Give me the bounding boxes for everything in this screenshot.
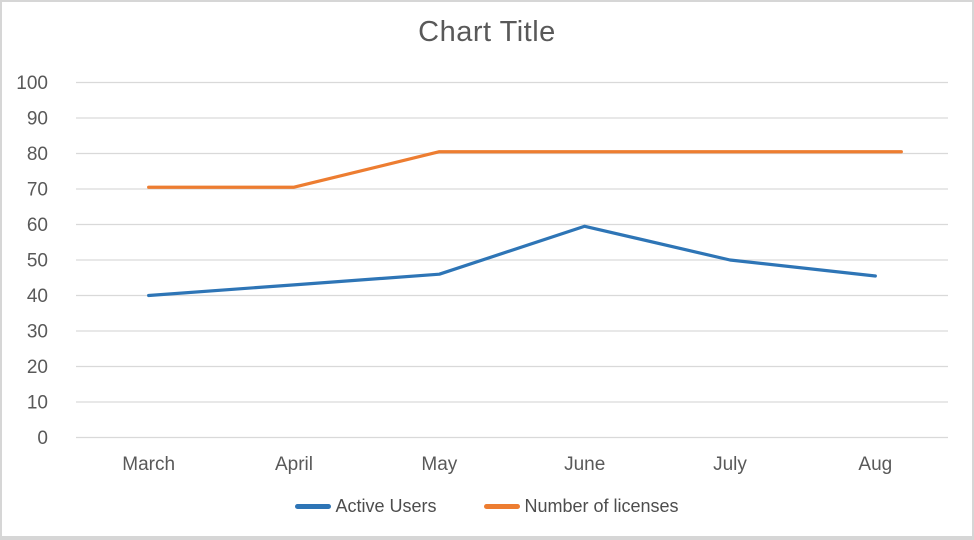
- y-tick-label: 100: [16, 73, 48, 94]
- legend: Active Users Number of licenses: [2, 496, 972, 517]
- y-tick-label: 30: [27, 322, 48, 343]
- y-tick-label: 20: [27, 357, 48, 378]
- y-tick-label: 0: [37, 428, 48, 449]
- legend-label: Active Users: [335, 496, 437, 516]
- y-tick-label: 70: [27, 180, 48, 201]
- x-category-label: April: [275, 454, 313, 475]
- x-category-label: June: [564, 454, 605, 475]
- y-tick-label: 80: [27, 144, 48, 165]
- legend-swatch-active-users: [295, 504, 332, 509]
- x-category-label: May: [421, 454, 457, 475]
- x-category-label: Aug: [858, 454, 892, 475]
- series-line-active-users: [147, 224, 877, 298]
- legend-item-number-of-licenses: Number of licenses: [484, 496, 679, 517]
- y-tick-label: 50: [27, 251, 48, 272]
- y-tick-label: 10: [27, 393, 48, 414]
- legend-item-active-users: Active Users: [295, 496, 436, 517]
- y-tick-label: 90: [27, 109, 48, 130]
- x-category-label: March: [122, 454, 175, 475]
- x-category-label: July: [713, 454, 747, 475]
- legend-label: Number of licenses: [524, 496, 679, 516]
- y-tick-label: 40: [27, 286, 48, 307]
- series-line-number-of-licenses: [147, 150, 903, 189]
- y-tick-label: 60: [27, 215, 48, 236]
- legend-swatch-number-of-licenses: [484, 504, 521, 509]
- chart-title: Chart Title: [418, 16, 556, 48]
